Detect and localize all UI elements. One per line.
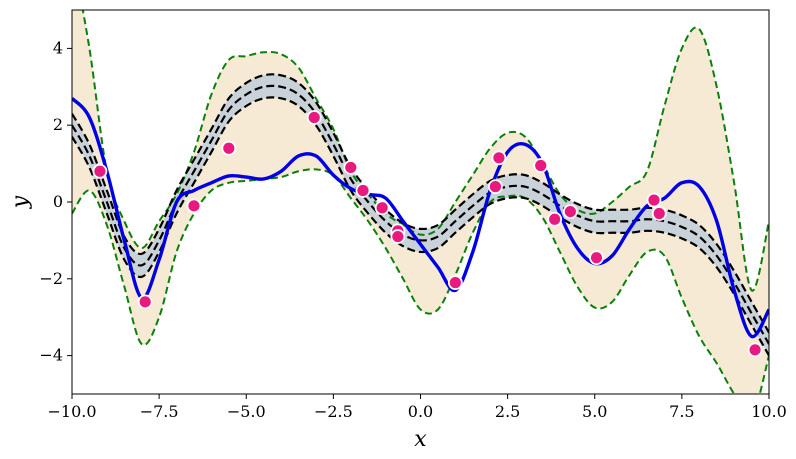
observation-point-5	[306, 110, 322, 125]
observation-point-2	[137, 294, 153, 310]
observation-point-1	[92, 163, 108, 179]
x-tick-label: 2.5	[495, 402, 520, 421]
y-tick-label: −4	[39, 346, 63, 365]
wide-band-upper-line	[81, 10, 769, 292]
x-axis-label: x	[414, 427, 427, 452]
observation-point-14	[533, 158, 549, 173]
x-axis: −10.0 −7.5 −5.0 −2.5 0.0 2.5 5.0 7.5 10.0	[47, 394, 787, 421]
observation-point-7	[355, 183, 371, 198]
y-tick-label: 2	[53, 115, 63, 134]
y-axis-label: y	[8, 195, 33, 209]
observation-point-18	[646, 192, 662, 208]
observation-point-12	[488, 179, 503, 195]
y-tick-label: 4	[53, 38, 63, 57]
x-tick-label: 7.5	[669, 402, 694, 421]
observation-point-19	[651, 206, 667, 221]
observation-point-13	[491, 150, 507, 166]
x-tick-label: −7.5	[140, 402, 179, 421]
observation-point-17	[589, 250, 604, 266]
y-tick-label: −2	[39, 269, 63, 288]
wide-band-lower-line	[72, 168, 769, 394]
observation-point-16	[562, 204, 578, 220]
posterior-mean-line	[72, 84, 769, 345]
x-tick-label: −5.0	[227, 402, 266, 421]
x-tick-label: −10.0	[47, 402, 96, 421]
observation-point-4	[221, 140, 237, 156]
y-tick-label: 0	[53, 192, 63, 211]
x-tick-label: 10.0	[751, 402, 787, 421]
observation-point-20	[747, 342, 763, 358]
x-tick-label: −2.5	[314, 402, 353, 421]
observation-point-15	[547, 211, 563, 227]
observation-point-3	[186, 198, 202, 214]
y-axis: −4 −2 0 2 4	[39, 38, 72, 365]
x-tick-label: 0.0	[408, 402, 433, 421]
observation-point-8	[374, 200, 390, 216]
narrow-uncertainty-band	[72, 74, 769, 356]
observation-point-11	[447, 275, 463, 291]
plot-area	[72, 10, 769, 394]
observation-point-6	[343, 160, 359, 175]
x-tick-label: 5.0	[582, 402, 607, 421]
observation-point-10	[390, 229, 406, 244]
narrow-band-upper-line	[72, 73, 769, 334]
